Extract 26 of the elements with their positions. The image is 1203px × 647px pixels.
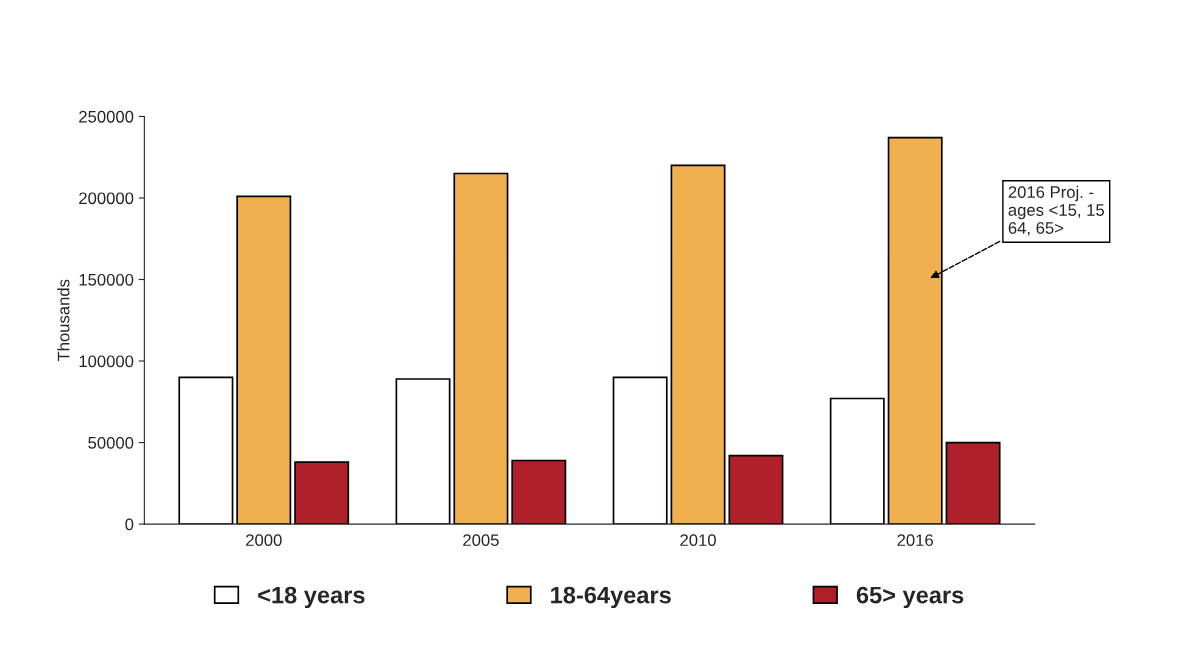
bar [670,164,726,525]
y-tick-label: 200000 [79,192,134,205]
y-tick-label: 0 [125,518,134,531]
bar [945,441,1001,525]
legend-label: <18 years [258,586,365,609]
bar [294,461,350,525]
legend-label: 18-64years [551,586,671,609]
bar [612,376,668,525]
annotation: 2016 Proj. - ages <15, 15 64, 65> [1008,185,1105,236]
legend-label: 65> years [856,586,964,609]
y-tick-label: 100000 [79,355,134,368]
x-tick-label: 2010 [680,534,716,547]
y-tick-label: 150000 [79,273,134,286]
y-axis-title: Thousands [57,279,70,362]
bar [453,172,509,525]
bar [236,195,292,525]
bar [395,378,451,525]
bar [829,397,885,525]
bar [511,459,567,525]
y-tick-label: 250000 [79,110,134,123]
y-tick-label: 50000 [88,436,134,449]
x-tick-label: 2016 [897,534,933,547]
x-tick-label: 2005 [463,534,499,547]
x-tick-label: 2000 [246,534,282,547]
bar [178,376,234,525]
bar [728,454,784,525]
